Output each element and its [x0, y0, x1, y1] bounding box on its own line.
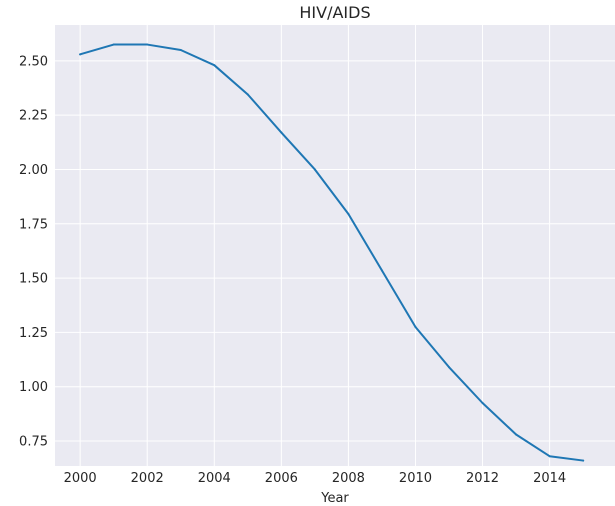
y-tick-label: 1.25: [19, 326, 48, 341]
x-tick-labels: 2000 2002 2004 2006 2008 2010 2012 2014: [64, 471, 567, 486]
series-line: [79, 43, 585, 462]
x-tick-label: 2008: [332, 471, 365, 486]
y-tick-label: 0.75: [19, 435, 48, 450]
data-point: [112, 43, 115, 46]
y-tick-label: 1.75: [19, 217, 48, 232]
x-tick-label: 2000: [64, 471, 97, 486]
series-points: [79, 43, 585, 462]
data-point: [313, 168, 316, 171]
data-point: [179, 48, 182, 51]
y-tick-label: 2.00: [19, 163, 48, 178]
x-tick-label: 2012: [466, 471, 499, 486]
data-point: [246, 93, 249, 96]
data-point: [481, 402, 484, 404]
data-point: [515, 433, 518, 436]
data-point: [414, 325, 417, 328]
x-tick-label: 2014: [533, 471, 566, 486]
x-tick-label: 2002: [131, 471, 164, 486]
x-axis-title: Year: [320, 491, 349, 506]
data-point: [347, 213, 350, 215]
y-gridlines: [55, 60, 615, 442]
data-point: [146, 43, 149, 46]
data-point: [280, 131, 283, 134]
y-tick-label: 1.00: [19, 380, 48, 395]
x-tick-label: 2010: [399, 471, 432, 486]
data-point: [380, 269, 383, 272]
data-point: [213, 64, 216, 67]
plot-area: [55, 25, 615, 466]
chart-title: HIV/AIDS: [299, 3, 370, 22]
data-point: [582, 459, 585, 462]
data-point: [79, 53, 82, 56]
data-point: [548, 455, 551, 458]
x-gridlines: [79, 25, 551, 466]
y-tick-label: 2.50: [19, 54, 48, 69]
y-tick-labels: 0.75 1.00 1.25 1.50 1.75 2.00 2.25 2.50: [19, 54, 48, 449]
y-tick-label: 1.50: [19, 272, 48, 287]
x-tick-label: 2004: [198, 471, 231, 486]
y-tick-label: 2.25: [19, 109, 48, 124]
data-point: [448, 366, 451, 369]
x-tick-label: 2006: [265, 471, 298, 486]
